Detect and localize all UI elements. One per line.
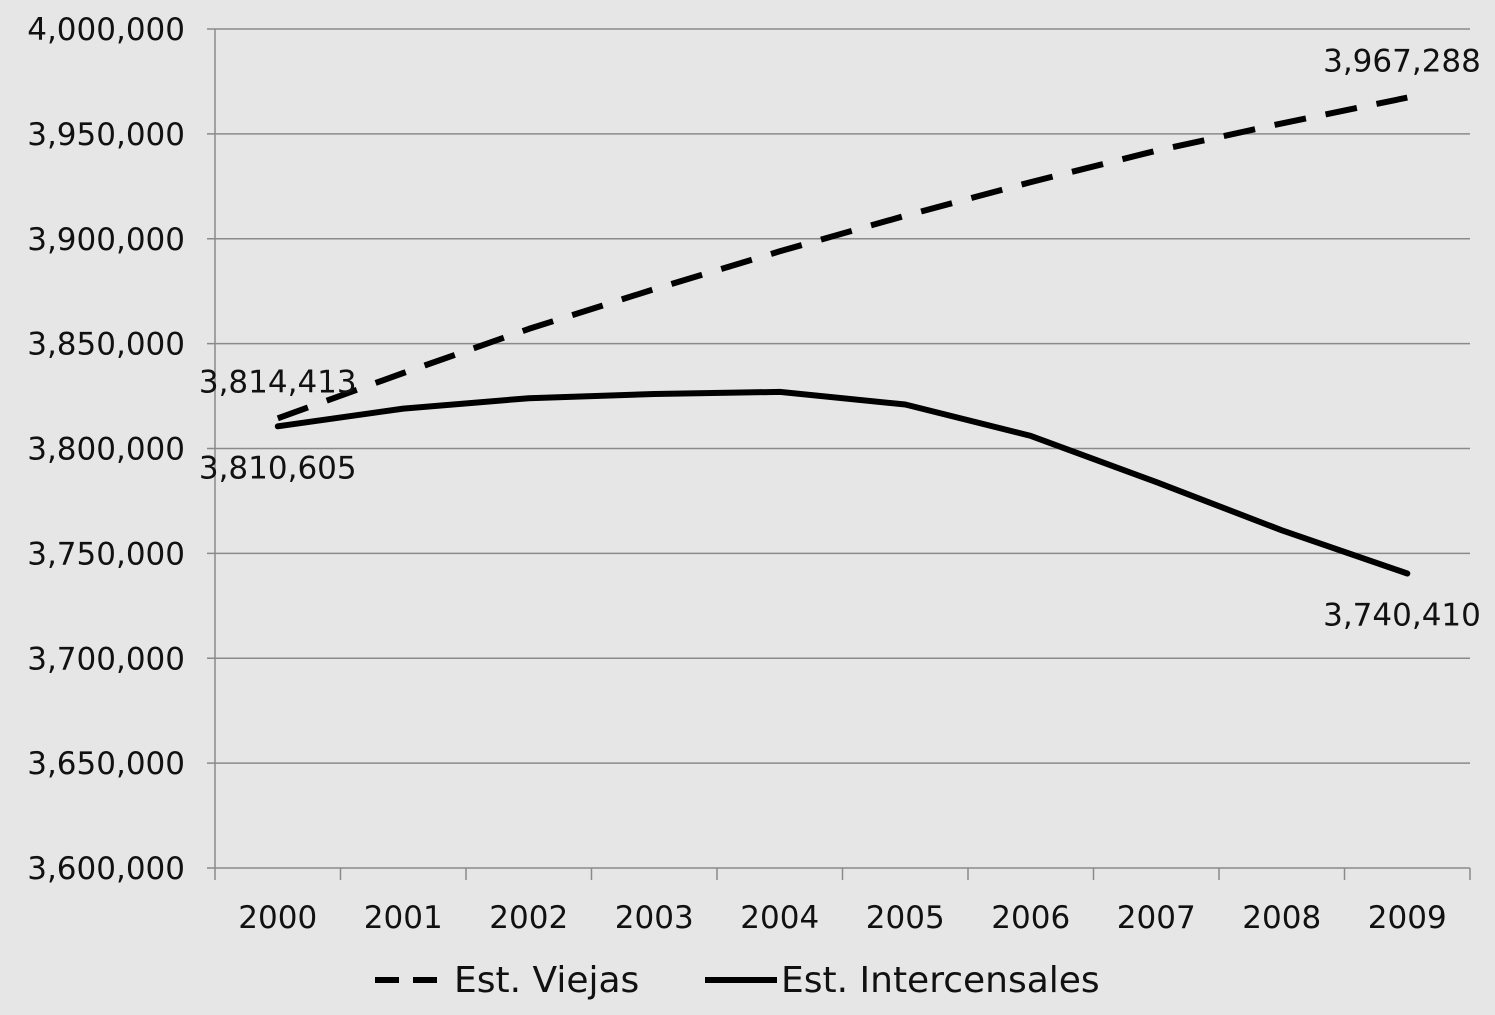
y-tick-label: 4,000,000	[27, 12, 185, 48]
series-line-est-viejas	[276, 94, 1408, 422]
x-tick-label: 2007	[1117, 900, 1196, 936]
data-label: 3,810,605	[199, 450, 357, 486]
x-tick-label: 2000	[238, 900, 317, 936]
series-line-est-intercensales	[274, 388, 1411, 577]
gridlines	[215, 28, 1470, 764]
x-tick-label: 2005	[866, 900, 945, 936]
data-label: 3,814,413	[199, 364, 357, 400]
legend-label: Est. Viejas	[454, 960, 639, 1001]
x-tick-label: 2004	[740, 900, 819, 936]
y-axis-ticks: 3,600,000 3,650,000 3,700,000 3,750,000 3,80…	[27, 12, 215, 887]
x-tick-label: 2001	[364, 900, 443, 936]
data-label: 3,967,288	[1323, 44, 1481, 80]
x-tick-label: 2003	[615, 900, 694, 936]
x-tick-label: 2002	[489, 900, 568, 936]
y-tick-label: 3,600,000	[27, 851, 185, 887]
y-tick-label: 3,950,000	[27, 117, 185, 153]
data-label: 3,740,410	[1323, 597, 1481, 633]
x-tick-label: 2008	[1242, 900, 1321, 936]
x-axis-ticks: 2000 2001 2002 2003 2004 2005 2006 2007 2008 2009	[214, 868, 1471, 936]
legend: Est. Viejas Est. Intercensales	[375, 960, 1100, 1001]
y-tick-label: 3,650,000	[27, 746, 185, 782]
x-tick-label: 2006	[991, 900, 1070, 936]
y-tick-label: 3,750,000	[27, 536, 185, 572]
y-tick-label: 3,850,000	[27, 327, 185, 363]
y-tick-label: 3,700,000	[27, 641, 185, 677]
data-labels: 3,814,413 3,967,288 3,810,605 3,740,410	[199, 44, 1481, 634]
x-tick-label: 2009	[1368, 900, 1447, 936]
y-tick-label: 3,800,000	[27, 432, 185, 468]
series-lines	[274, 94, 1411, 577]
y-tick-label: 3,900,000	[27, 222, 185, 258]
legend-label: Est. Intercensales	[781, 960, 1100, 1001]
